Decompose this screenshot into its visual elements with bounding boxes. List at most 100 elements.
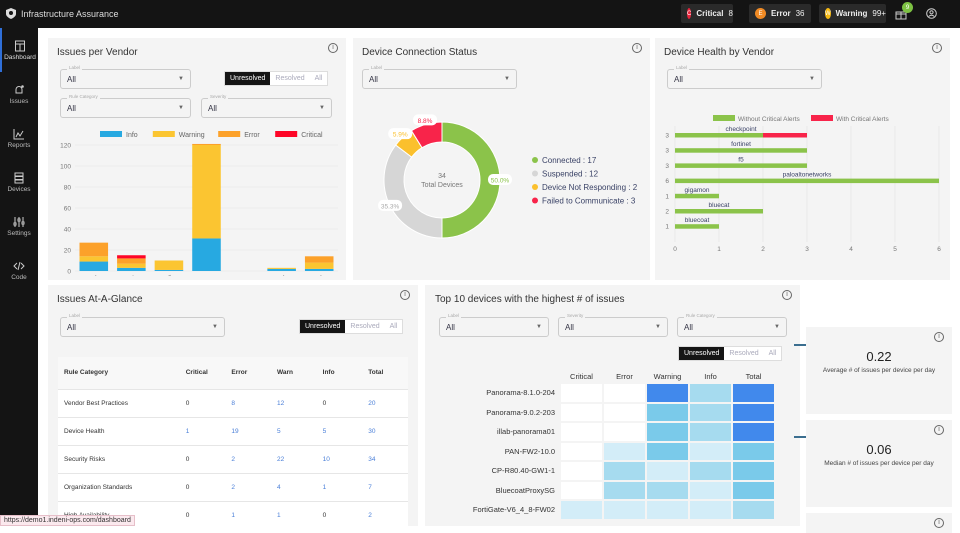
info-icon[interactable]: i	[934, 332, 944, 342]
rule-category-select[interactable]: Rule Category All ▼	[677, 313, 787, 337]
heatmap-cell[interactable]	[688, 421, 733, 443]
device-name[interactable]: FortiGate-V6_4_8-FW02	[472, 505, 555, 515]
info-icon[interactable]: i	[782, 290, 792, 300]
table-cell[interactable]: 5	[271, 416, 317, 445]
heatmap-cell[interactable]	[602, 382, 647, 404]
warning-alerts-button[interactable]: W Warning 99+	[819, 4, 886, 23]
toggle-unresolved[interactable]: Unresolved	[225, 72, 271, 85]
critical-alerts-button[interactable]: C Critical 8	[681, 4, 733, 23]
toggle-resolved[interactable]: Resolved	[350, 323, 380, 330]
heatmap-cell[interactable]	[602, 499, 647, 521]
heatmap-cell[interactable]	[731, 382, 776, 404]
heatmap-cell[interactable]	[688, 479, 733, 501]
heatmap-cell[interactable]	[688, 440, 733, 462]
info-icon[interactable]: i	[934, 518, 944, 528]
info-icon[interactable]: i	[328, 43, 338, 53]
table-cell[interactable]: 8	[225, 388, 272, 417]
heatmap-cell[interactable]	[602, 440, 647, 462]
severity-select[interactable]: Severity All ▼	[201, 94, 332, 118]
heatmap-cell[interactable]	[731, 421, 776, 443]
table-cell[interactable]: 4	[271, 472, 317, 501]
label-select[interactable]: Label All ▼	[60, 65, 191, 89]
table-cell[interactable]: 2	[225, 444, 272, 473]
brand[interactable]: Infrastructure Assurance	[6, 8, 119, 19]
toggle-all[interactable]: All	[768, 350, 777, 357]
toggle-resolved[interactable]: Resolved	[275, 75, 305, 82]
device-name[interactable]: Panorama-9.0.2-203	[486, 407, 555, 417]
heatmap-cell[interactable]	[602, 401, 647, 423]
table-cell[interactable]: 22	[271, 444, 317, 473]
toggle-all[interactable]: All	[389, 323, 398, 330]
label-select[interactable]: Label All ▼	[362, 65, 517, 89]
heatmap-cell[interactable]	[688, 401, 733, 423]
heatmap-cell[interactable]	[559, 479, 604, 501]
gift-button[interactable]: 9	[895, 2, 913, 22]
severity-select[interactable]: Severity All ▼	[558, 313, 668, 337]
sidebar-item-dashboard[interactable]: Dashboard	[0, 28, 38, 72]
heatmap-cell[interactable]	[559, 401, 604, 423]
heatmap-cell[interactable]	[731, 440, 776, 462]
table-cell[interactable]: 1	[179, 416, 226, 445]
user-account-icon[interactable]	[926, 8, 937, 19]
table-cell[interactable]: 10	[316, 444, 363, 473]
heatmap-cell[interactable]	[602, 421, 647, 443]
heatmap-cell[interactable]	[645, 479, 690, 501]
label-select[interactable]: Label All ▼	[60, 313, 225, 337]
heatmap-cell[interactable]	[731, 460, 776, 482]
sidebar-item-settings[interactable]: Settings	[0, 204, 38, 248]
table-cell[interactable]: 19	[225, 416, 272, 445]
heatmap-cell[interactable]	[559, 440, 604, 462]
heatmap-cell[interactable]	[559, 499, 604, 521]
label-select[interactable]: Label All ▼	[667, 65, 822, 89]
table-cell[interactable]: 12	[271, 388, 317, 417]
toggle-resolved[interactable]: Resolved	[729, 350, 759, 357]
toggle-all[interactable]: All	[314, 75, 323, 82]
label-select[interactable]: Label All ▼	[439, 313, 549, 337]
heatmap-cell[interactable]	[731, 499, 776, 521]
info-icon[interactable]: i	[934, 425, 944, 435]
heatmap-cell[interactable]	[731, 401, 776, 423]
device-name[interactable]: Panorama-8.1.0-204	[486, 388, 555, 398]
table-cell[interactable]: 1	[271, 500, 317, 529]
heatmap-cell[interactable]	[688, 499, 733, 521]
table-cell[interactable]: 30	[362, 416, 408, 445]
info-icon[interactable]: i	[932, 43, 942, 53]
info-icon[interactable]: i	[400, 290, 410, 300]
sidebar-item-reports[interactable]: Reports	[0, 116, 38, 160]
device-name[interactable]: PAN-FW2-10.0	[504, 446, 555, 456]
heatmap-cell[interactable]	[645, 401, 690, 423]
table-cell[interactable]: 5	[316, 416, 363, 445]
table-cell[interactable]: 1	[225, 500, 272, 529]
sidebar-item-issues[interactable]: Issues	[0, 72, 38, 116]
toggle-unresolved[interactable]: Unresolved	[300, 320, 346, 333]
error-alerts-button[interactable]: E Error 36	[749, 4, 811, 23]
heatmap-cell[interactable]	[645, 421, 690, 443]
table-cell[interactable]: 7	[362, 472, 408, 501]
device-name[interactable]: illab-panorama01	[497, 427, 555, 437]
bar-category-label: f5	[738, 156, 744, 163]
table-cell[interactable]: 2	[225, 472, 272, 501]
heatmap-cell[interactable]	[731, 479, 776, 501]
heatmap-cell[interactable]	[688, 460, 733, 482]
sidebar-item-code[interactable]: Code	[0, 248, 38, 292]
rule-category-select[interactable]: Rule Category All ▼	[60, 94, 191, 118]
heatmap-cell[interactable]	[602, 479, 647, 501]
table-cell[interactable]: 20	[362, 388, 408, 417]
heatmap-cell[interactable]	[559, 421, 604, 443]
toggle-unresolved[interactable]: Unresolved	[679, 347, 725, 360]
heatmap-cell[interactable]	[559, 382, 604, 404]
table-cell[interactable]: 34	[362, 444, 408, 473]
heatmap-cell[interactable]	[559, 460, 604, 482]
heatmap-cell[interactable]	[602, 460, 647, 482]
sidebar-item-devices[interactable]: Devices	[0, 160, 38, 204]
heatmap-cell[interactable]	[645, 382, 690, 404]
heatmap-cell[interactable]	[645, 499, 690, 521]
heatmap-cell[interactable]	[688, 382, 733, 404]
table-cell[interactable]: 1	[316, 472, 363, 501]
table-cell[interactable]: 2	[362, 500, 408, 529]
info-icon[interactable]: i	[632, 43, 642, 53]
device-name[interactable]: CP-R80.40-GW1-1	[491, 466, 555, 476]
device-name[interactable]: BluecoatProxySG	[495, 485, 555, 495]
heatmap-cell[interactable]	[645, 440, 690, 462]
heatmap-cell[interactable]	[645, 460, 690, 482]
